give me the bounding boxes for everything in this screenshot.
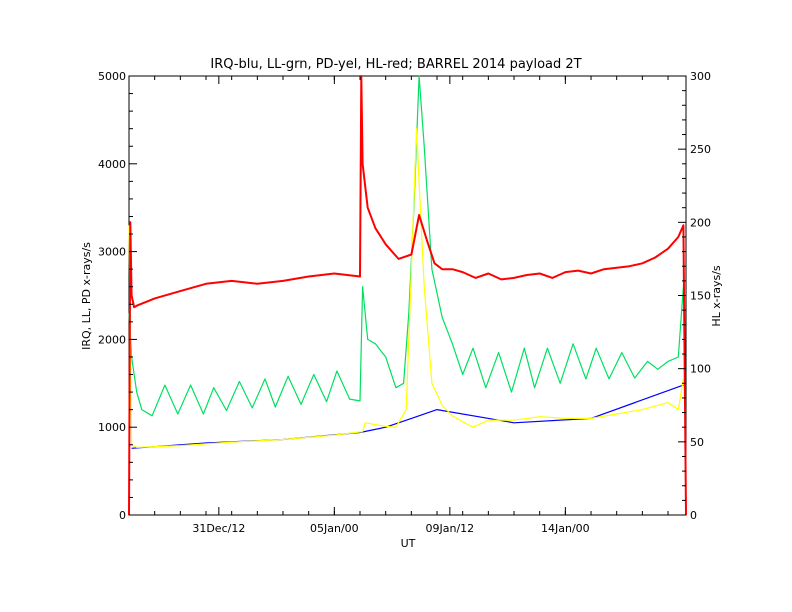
series-line-hl (128, 75, 687, 516)
plot-frame (128, 75, 687, 516)
left-tick-label: 3000 (98, 246, 126, 259)
bottom-tick-label: 31Dec/12 (192, 522, 245, 535)
bottom-tick-label: 05Jan/00 (310, 522, 359, 535)
left-axis: 0 1000 2000 3000 4000 5000 (98, 70, 137, 522)
left-tick-label: 1000 (98, 421, 126, 434)
series-layer (128, 75, 687, 516)
bottom-axis: 31Dec/12 05Jan/00 09Jan/12 14Jan/00 (154, 76, 669, 535)
left-tick-label: 0 (119, 509, 126, 522)
series-line-ll (128, 75, 684, 417)
y-axis-label: IRQ, LL, PD x-rays/s (80, 242, 93, 350)
left-tick-label: 2000 (98, 333, 126, 346)
right-tick-label: 50 (690, 436, 704, 449)
right-tick-label: 300 (690, 70, 711, 83)
x-axis-label: UT (401, 537, 416, 550)
right-axis: 0 50 100 150 200 250 300 (678, 70, 711, 522)
right-tick-label: 150 (690, 290, 711, 303)
bottom-tick-label: 09Jan/12 (426, 522, 475, 535)
left-tick-label: 5000 (98, 70, 126, 83)
series-line-pd (128, 128, 684, 448)
left-tick-label: 4000 (98, 158, 126, 171)
chart-title: IRQ-blu, LL-grn, PD-yel, HL-red; BARREL … (210, 57, 581, 72)
right-tick-label: 100 (690, 363, 711, 376)
bottom-tick-label: 14Jan/00 (541, 522, 590, 535)
y-axis-label-right: HL x-rays/s (710, 265, 723, 327)
right-tick-label: 200 (690, 216, 711, 229)
right-tick-label: 0 (690, 509, 697, 522)
right-tick-label: 250 (690, 143, 711, 156)
